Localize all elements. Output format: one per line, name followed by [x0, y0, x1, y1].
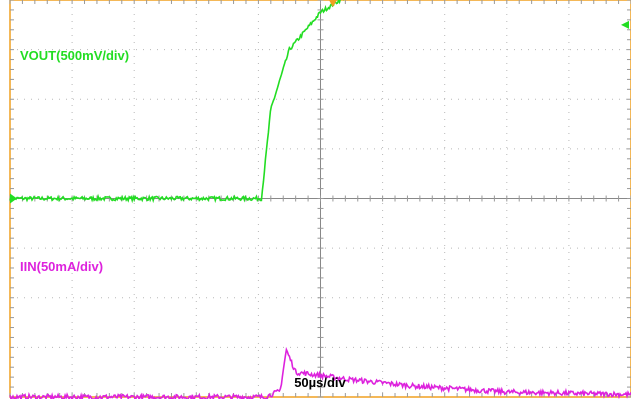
iin-trace — [9, 346, 631, 399]
traces — [9, 0, 631, 399]
iin-channel-label: IIN(50mA/div) — [20, 259, 103, 274]
vout-channel-label: VOUT(500mV/div) — [20, 48, 129, 63]
vout-ground-marker — [10, 193, 17, 204]
trigger-level-marker — [621, 20, 629, 29]
trigger-position-marker — [328, 0, 337, 7]
vout-trace — [9, 0, 344, 204]
channel-markers — [10, 0, 629, 204]
timebase-label: 50µs/div — [294, 375, 346, 390]
